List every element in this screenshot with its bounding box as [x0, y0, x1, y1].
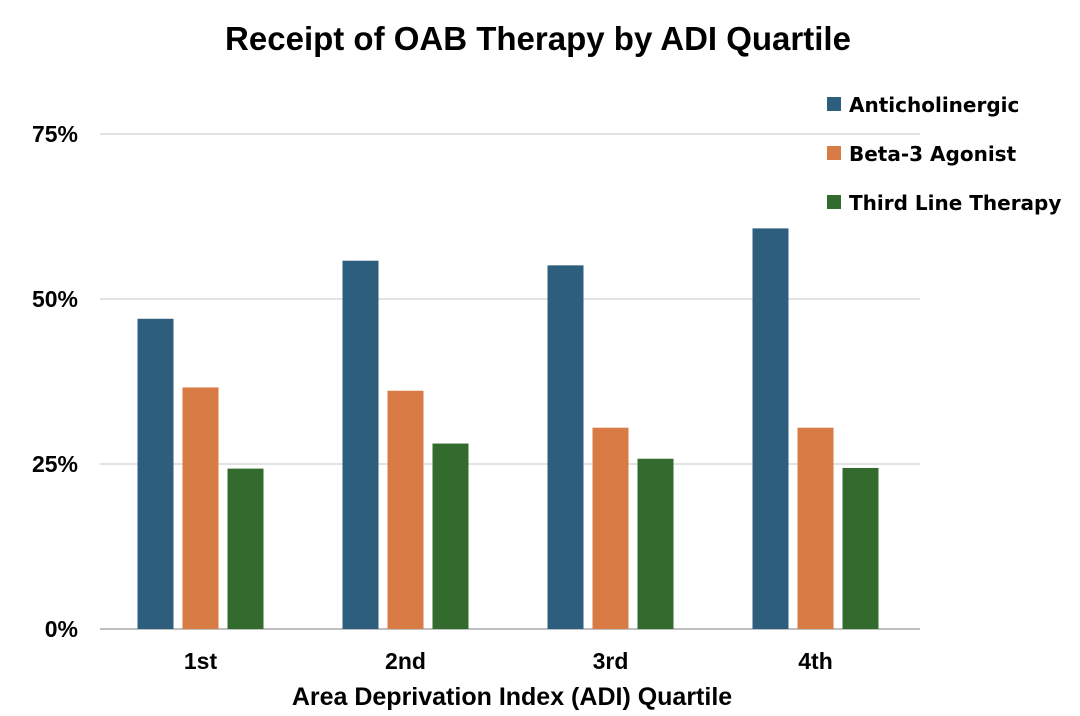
x-tick-label: 1st — [184, 648, 218, 674]
bar-anticholinergic-1st — [137, 318, 174, 629]
bar-beta-3-agonist-1st — [182, 387, 219, 629]
chart-title: Receipt of OAB Therapy by ADI Quartile — [225, 20, 851, 57]
y-tick-label: 50% — [32, 286, 78, 312]
bar-third-line-therapy-2nd — [432, 443, 469, 629]
bar-anticholinergic-4th — [752, 228, 789, 629]
legend-swatch — [827, 97, 841, 111]
bar-anticholinergic-2nd — [342, 260, 379, 629]
bar-beta-3-agonist-4th — [797, 427, 834, 629]
bar-beta-3-agonist-2nd — [387, 390, 424, 629]
bar-third-line-therapy-3rd — [637, 458, 674, 629]
legend-label: Anticholinergic — [849, 93, 1019, 117]
y-tick-label: 25% — [32, 451, 78, 477]
y-tick-label: 0% — [45, 616, 78, 642]
x-tick-label: 4th — [798, 648, 833, 674]
legend-label: Beta-3 Agonist — [849, 142, 1017, 166]
x-tick-label: 3rd — [593, 648, 629, 674]
x-axis-label: Area Deprivation Index (ADI) Quartile — [292, 683, 732, 711]
legend-label: Third Line Therapy — [849, 191, 1061, 215]
bar-beta-3-agonist-3rd — [592, 427, 629, 629]
bar-third-line-therapy-1st — [227, 468, 264, 629]
bar-third-line-therapy-4th — [842, 467, 879, 629]
y-tick-label: 75% — [32, 121, 78, 147]
legend-swatch — [827, 195, 841, 209]
x-tick-label: 2nd — [385, 648, 426, 674]
bar-anticholinergic-3rd — [547, 265, 584, 629]
legend-swatch — [827, 146, 841, 160]
